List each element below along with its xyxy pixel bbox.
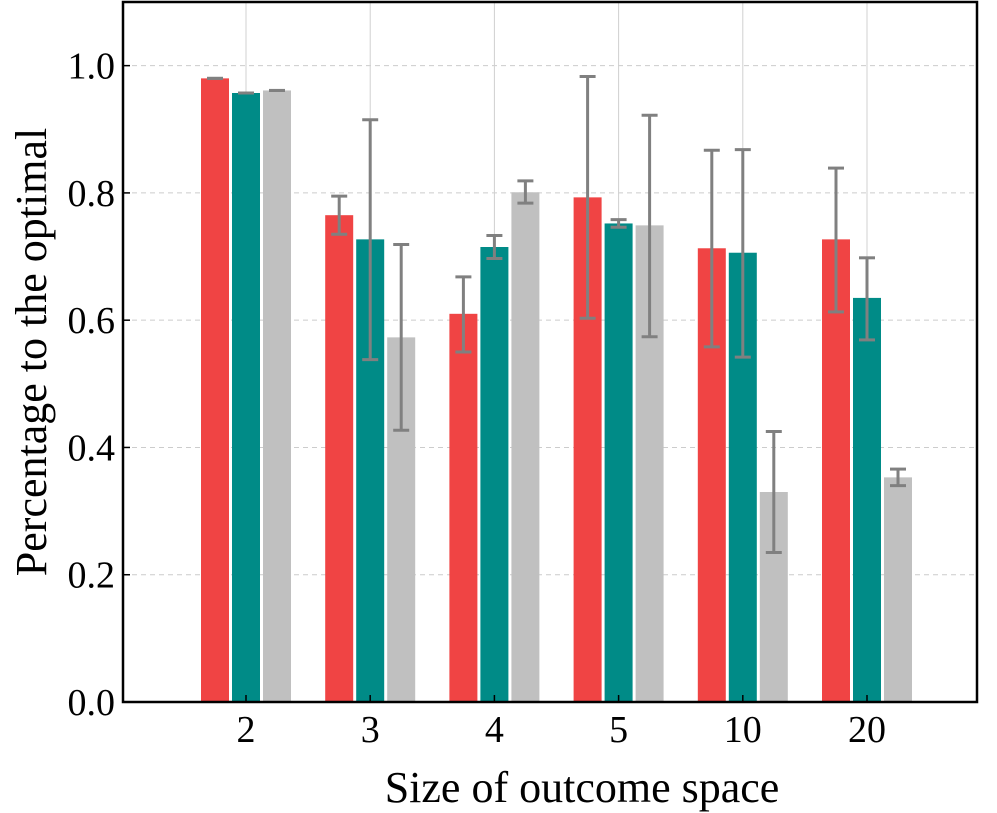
- y-tick-label: 0.6: [68, 300, 116, 342]
- y-tick-label: 0.2: [68, 555, 116, 597]
- x-tick-label: 10: [724, 709, 762, 751]
- x-tick-label: 5: [609, 709, 628, 751]
- y-tick-label: 0.4: [68, 427, 116, 469]
- error-bar: [859, 256, 875, 342]
- bar: [201, 78, 229, 702]
- bar: [449, 313, 478, 702]
- error-bar: [455, 275, 472, 354]
- error-bar: [362, 118, 379, 362]
- error-bar: [579, 74, 596, 320]
- error-bar: [486, 234, 503, 260]
- y-tick-label: 0.8: [68, 173, 116, 215]
- error-bar: [331, 194, 348, 236]
- x-tick-label: 2: [237, 709, 256, 751]
- bar: [480, 247, 509, 702]
- error-bar: [517, 179, 534, 205]
- bar: [822, 239, 850, 702]
- x-axis-title: Size of outcome space: [385, 763, 780, 812]
- x-axis-ticks: 2 3 4 5 10 20: [237, 695, 886, 751]
- bar: [884, 477, 912, 702]
- error-bar: [765, 430, 782, 554]
- error-bars-group: [207, 74, 906, 554]
- bar: [853, 297, 881, 702]
- x-tick-label: 4: [485, 709, 504, 751]
- error-bar: [641, 113, 658, 339]
- error-bar: [703, 148, 720, 349]
- bar: [511, 192, 540, 703]
- x-tick-label: 20: [848, 709, 886, 751]
- error-bar: [393, 242, 410, 432]
- error-bar: [734, 148, 751, 359]
- y-tick-label: 1.0: [68, 46, 116, 88]
- x-tick-label: 3: [361, 709, 380, 751]
- bar: [604, 223, 633, 703]
- plot-frame: [121, 0, 979, 704]
- error-bar: [890, 467, 906, 488]
- bars-group: [201, 78, 912, 703]
- y-tick-label: 0.0: [68, 682, 116, 724]
- y-axis-ticks: 0.0 0.2 0.4 0.6 0.8 1.0: [68, 46, 130, 724]
- bar: [263, 90, 291, 703]
- bar: [232, 93, 260, 702]
- bar: [325, 215, 354, 702]
- error-bar: [828, 166, 844, 314]
- error-bar: [610, 218, 627, 229]
- y-axis-title: Percentage to the optimal: [7, 128, 56, 576]
